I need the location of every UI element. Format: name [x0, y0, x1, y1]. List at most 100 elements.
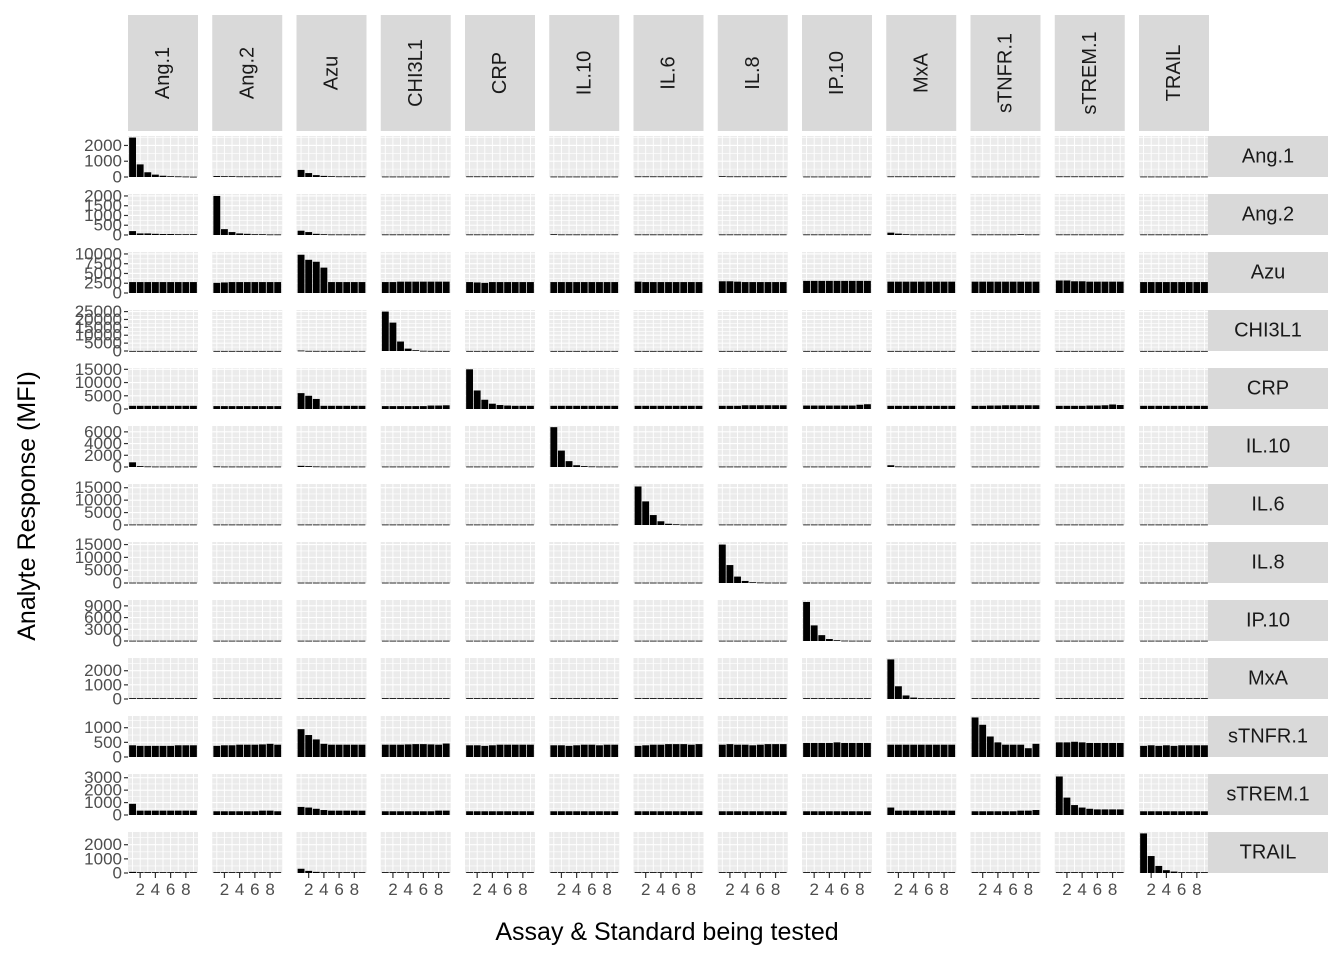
- bar: [948, 350, 956, 352]
- bar: [680, 811, 688, 815]
- bar: [1086, 350, 1094, 352]
- y-tick-label: 2000: [84, 781, 122, 800]
- bar: [1055, 466, 1063, 468]
- bar: [994, 742, 1002, 757]
- bar: [136, 698, 144, 699]
- bar: [1185, 234, 1193, 236]
- bar: [649, 640, 657, 642]
- bar: [864, 350, 871, 352]
- bar: [810, 280, 818, 293]
- bar: [412, 466, 420, 468]
- bar: [1093, 698, 1101, 699]
- bar: [144, 466, 152, 468]
- bar: [1140, 234, 1147, 236]
- bar: [1093, 176, 1101, 178]
- bar: [979, 724, 987, 757]
- bar: [1155, 350, 1163, 352]
- facet-panel: [1139, 136, 1209, 178]
- bar: [404, 234, 412, 236]
- bar: [1185, 582, 1193, 584]
- bar: [488, 466, 496, 468]
- bar: [925, 234, 933, 236]
- bar: [1078, 582, 1086, 584]
- bar: [358, 698, 366, 699]
- bar: [1170, 640, 1178, 642]
- bar: [473, 811, 481, 815]
- bar: [1155, 811, 1163, 815]
- bar: [435, 350, 442, 352]
- bar: [986, 640, 994, 642]
- facet-panel: [465, 368, 535, 409]
- bar: [466, 282, 473, 293]
- bar: [1078, 405, 1086, 409]
- bar: [213, 582, 221, 584]
- facet-panel: [128, 310, 198, 352]
- column-strip-label: IL.8: [742, 56, 764, 89]
- bar: [1071, 640, 1078, 642]
- bar: [1017, 281, 1025, 293]
- bar: [772, 872, 779, 873]
- bar: [328, 282, 335, 293]
- y-tick-label: 10000: [75, 491, 122, 510]
- bar: [442, 872, 450, 873]
- bar: [1162, 811, 1170, 815]
- bar: [665, 744, 672, 757]
- bar: [741, 580, 749, 583]
- bar: [259, 406, 266, 409]
- bar: [986, 524, 994, 526]
- bar: [389, 406, 397, 409]
- bar: [979, 582, 987, 584]
- bar: [419, 466, 427, 468]
- bar: [1071, 234, 1078, 236]
- x-tick-label: 6: [1177, 880, 1186, 899]
- bar: [174, 466, 182, 468]
- bar: [902, 695, 910, 699]
- bar: [940, 640, 948, 642]
- x-tick-label: 8: [265, 880, 274, 899]
- column-strip-label: Ang.2: [236, 47, 258, 99]
- bar: [305, 524, 313, 526]
- bar: [312, 582, 320, 584]
- facet-panel: [802, 368, 872, 409]
- bar: [864, 280, 871, 293]
- y-tick-label: 5000: [84, 386, 122, 405]
- bar: [1155, 582, 1163, 584]
- bar: [504, 698, 512, 699]
- facet-panel: [1139, 832, 1209, 873]
- bar: [550, 176, 558, 178]
- facet-panel: [633, 716, 704, 757]
- bar: [558, 234, 565, 236]
- bar: [129, 871, 136, 873]
- bar: [603, 524, 611, 526]
- bar: [550, 698, 558, 699]
- bar: [358, 176, 366, 178]
- bar: [1147, 524, 1155, 526]
- bar: [1032, 640, 1040, 642]
- bar: [1201, 234, 1208, 236]
- bar: [412, 698, 420, 699]
- bar: [741, 640, 749, 642]
- bar: [642, 176, 650, 178]
- bar: [1178, 640, 1186, 642]
- bar: [136, 405, 144, 409]
- bar: [496, 744, 504, 757]
- facet-panel: [128, 832, 198, 873]
- bar: [864, 742, 871, 757]
- bar: [810, 234, 818, 236]
- bar: [971, 524, 979, 526]
- y-tick-label: 5000: [84, 264, 122, 283]
- bar: [818, 234, 826, 236]
- bar: [1201, 745, 1208, 757]
- bar: [151, 282, 159, 293]
- bar: [1193, 234, 1201, 236]
- row-strip-label: IL.6: [1251, 494, 1284, 516]
- bar: [810, 625, 818, 641]
- bar: [994, 582, 1002, 584]
- bar: [328, 582, 335, 584]
- bar: [151, 233, 159, 235]
- bar: [297, 640, 305, 642]
- bar: [772, 405, 779, 409]
- x-tick-label: 8: [518, 880, 527, 899]
- bar: [335, 282, 343, 293]
- bar: [756, 640, 764, 642]
